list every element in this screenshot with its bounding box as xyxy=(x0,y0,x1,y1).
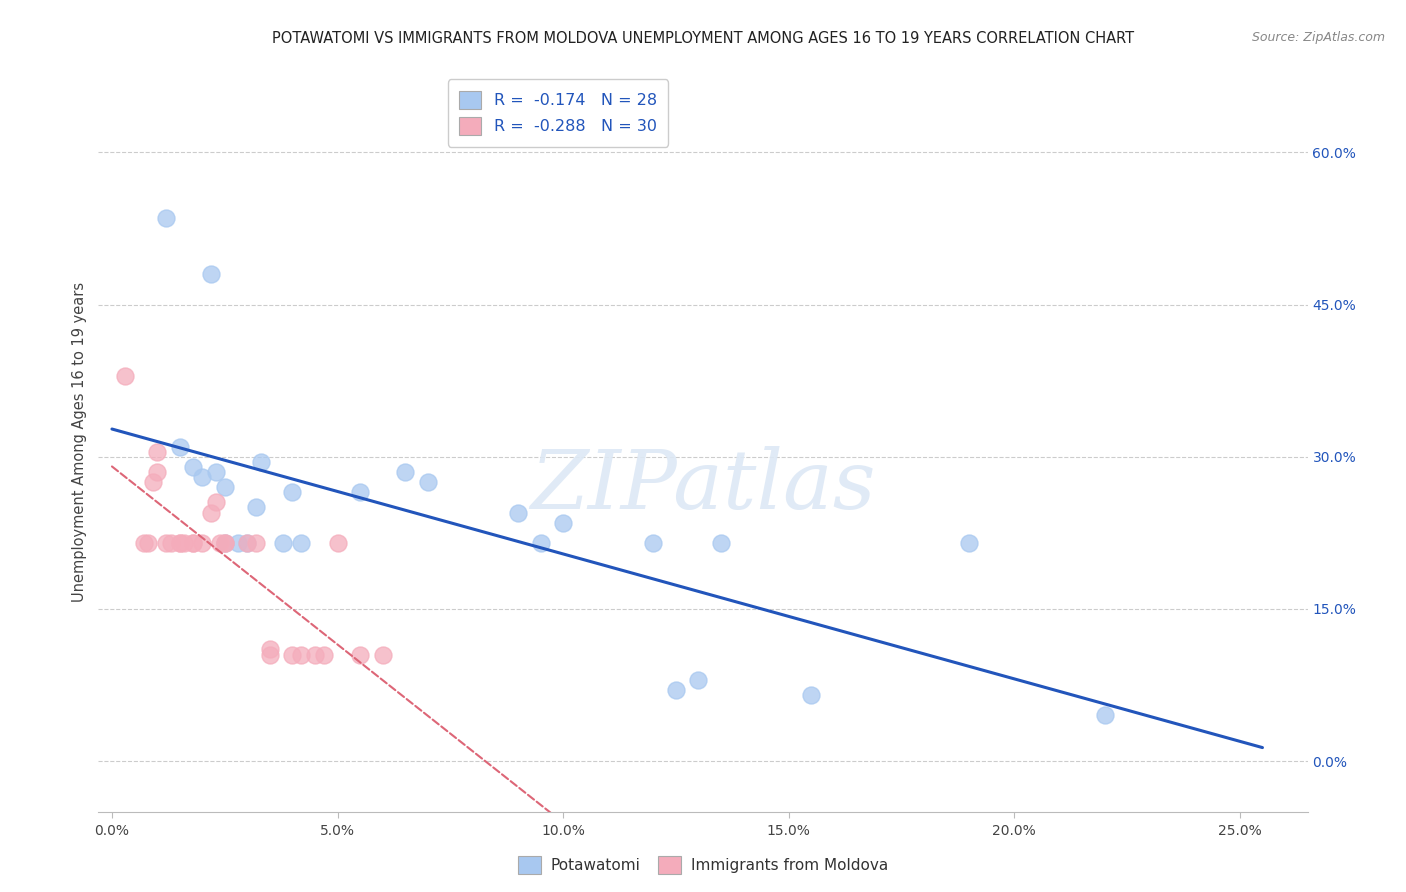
Point xyxy=(214,536,236,550)
Point xyxy=(226,536,249,550)
Point xyxy=(553,516,575,530)
Point xyxy=(181,459,204,474)
Point xyxy=(957,536,980,550)
Point xyxy=(259,648,281,662)
Point xyxy=(214,536,236,550)
Point xyxy=(273,536,295,550)
Point xyxy=(371,648,394,662)
Point xyxy=(259,642,281,657)
Point xyxy=(290,536,312,550)
Point xyxy=(245,500,267,515)
Point xyxy=(200,506,222,520)
Point xyxy=(245,536,267,550)
Point xyxy=(169,536,191,550)
Point xyxy=(236,536,259,550)
Point xyxy=(169,440,191,454)
Point xyxy=(146,465,169,479)
Y-axis label: Unemployment Among Ages 16 to 19 years: Unemployment Among Ages 16 to 19 years xyxy=(72,282,87,601)
Point xyxy=(173,536,195,550)
Text: Source: ZipAtlas.com: Source: ZipAtlas.com xyxy=(1251,31,1385,45)
Point xyxy=(142,475,165,489)
Point xyxy=(665,683,688,698)
Legend: Potawatomi, Immigrants from Moldova: Potawatomi, Immigrants from Moldova xyxy=(512,850,894,880)
Point xyxy=(214,536,236,550)
Point xyxy=(394,465,416,479)
Point xyxy=(1094,708,1116,723)
Point xyxy=(326,536,349,550)
Point xyxy=(191,536,214,550)
Point xyxy=(236,536,259,550)
Point xyxy=(710,536,733,550)
Point xyxy=(114,368,136,383)
Point xyxy=(214,480,236,494)
Point xyxy=(132,536,155,550)
Point xyxy=(146,444,169,458)
Point xyxy=(155,536,177,550)
Point xyxy=(312,648,335,662)
Point xyxy=(349,648,371,662)
Point xyxy=(155,211,177,226)
Point xyxy=(204,495,226,509)
Text: ZIPatlas: ZIPatlas xyxy=(530,446,876,526)
Point xyxy=(200,267,222,281)
Point xyxy=(800,688,823,702)
Point xyxy=(416,475,439,489)
Point xyxy=(181,536,204,550)
Point xyxy=(688,673,710,687)
Point xyxy=(304,648,326,662)
Point xyxy=(281,648,304,662)
Point xyxy=(529,536,551,550)
Point xyxy=(349,485,371,500)
Point xyxy=(506,506,529,520)
Point xyxy=(181,536,204,550)
Point xyxy=(159,536,181,550)
Point xyxy=(191,470,214,484)
Text: POTAWATOMI VS IMMIGRANTS FROM MOLDOVA UNEMPLOYMENT AMONG AGES 16 TO 19 YEARS COR: POTAWATOMI VS IMMIGRANTS FROM MOLDOVA UN… xyxy=(271,31,1135,46)
Legend: R =  -0.174   N = 28, R =  -0.288   N = 30: R = -0.174 N = 28, R = -0.288 N = 30 xyxy=(447,79,668,146)
Point xyxy=(281,485,304,500)
Point xyxy=(250,455,273,469)
Point xyxy=(643,536,665,550)
Point xyxy=(136,536,159,550)
Point xyxy=(204,465,226,479)
Point xyxy=(209,536,232,550)
Point xyxy=(169,536,191,550)
Point xyxy=(290,648,312,662)
